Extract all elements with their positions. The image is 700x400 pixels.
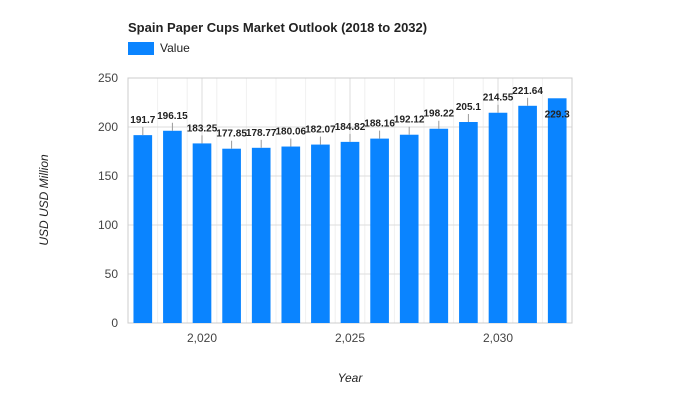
data-label: 205.1 <box>456 102 481 113</box>
data-label: 184.82 <box>335 122 366 133</box>
y-tick-label: 100 <box>98 218 118 232</box>
bar <box>311 144 330 323</box>
x-tick-label: 2,030 <box>483 331 513 345</box>
y-tick-label: 0 <box>111 316 118 330</box>
data-label: 180.06 <box>276 127 307 138</box>
data-label: 177.85 <box>216 129 247 140</box>
y-tick-label: 50 <box>105 267 119 281</box>
chart-title: Spain Paper Cups Market Outlook (2018 to… <box>128 20 428 35</box>
data-label: 196.15 <box>157 111 188 122</box>
data-label: 221.64 <box>512 86 543 97</box>
bar <box>281 146 301 323</box>
data-label: 229.3 <box>545 109 570 120</box>
data-label: 182.07 <box>305 125 336 136</box>
bar <box>133 135 153 323</box>
x-tick-label: 2,020 <box>187 331 217 345</box>
legend[interactable]: Value <box>128 41 190 55</box>
data-label: 183.25 <box>187 123 218 134</box>
legend-label: Value <box>160 41 190 55</box>
bar <box>251 147 271 323</box>
y-tick-label: 150 <box>98 169 118 183</box>
y-tick-label: 250 <box>98 71 118 85</box>
bar <box>192 143 212 323</box>
y-tick-label: 200 <box>98 120 118 134</box>
bar <box>518 105 537 323</box>
legend-swatch <box>128 41 154 55</box>
bar <box>488 112 508 323</box>
bar <box>222 148 241 323</box>
bar <box>370 138 389 323</box>
data-label: 191.7 <box>130 115 155 126</box>
bar <box>547 98 567 323</box>
bar <box>429 128 449 323</box>
data-label: 188.16 <box>364 119 395 130</box>
bar <box>399 134 419 323</box>
x-axis-label: Year <box>337 371 363 385</box>
x-tick-label: 2,025 <box>335 331 365 345</box>
data-label: 178.77 <box>246 128 277 139</box>
bar <box>340 141 360 323</box>
bars <box>133 98 567 323</box>
data-label: 198.22 <box>424 109 455 120</box>
data-label: 192.12 <box>394 115 425 126</box>
data-label: 214.55 <box>483 93 514 104</box>
bar <box>163 130 182 323</box>
bar <box>459 122 478 323</box>
